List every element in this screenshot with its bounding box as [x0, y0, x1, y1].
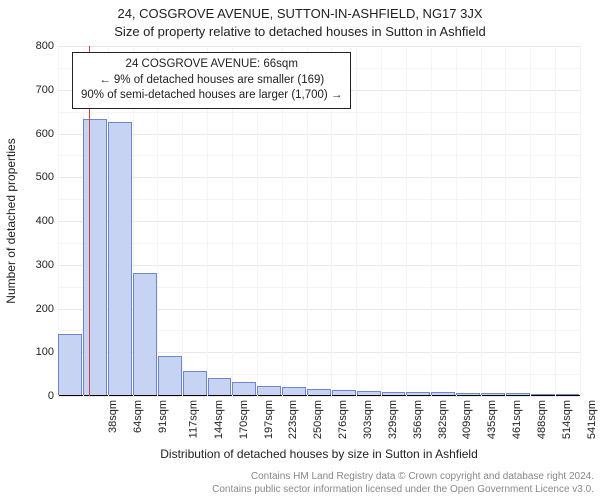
annotation-line-1: 24 COSGROVE AVENUE: 66sqm: [81, 57, 342, 73]
y-tick-label: 100: [14, 346, 54, 358]
annotation-line-3: 90% of semi-detached houses are larger (…: [81, 88, 342, 104]
chart-title-main: 24, COSGROVE AVENUE, SUTTON-IN-ASHFIELD,…: [0, 6, 600, 21]
x-tick-label: 329sqm: [387, 400, 399, 439]
y-tick-label: 800: [14, 40, 54, 52]
annotation-box: 24 COSGROVE AVENUE: 66sqm ← 9% of detach…: [72, 52, 351, 109]
gridline-major-h: [58, 396, 580, 397]
x-tick-label: 144sqm: [213, 400, 225, 439]
x-tick-label: 223sqm: [288, 400, 300, 439]
x-tick-label: 382sqm: [437, 400, 449, 439]
y-tick-label: 600: [14, 128, 54, 140]
y-tick-label: 200: [14, 303, 54, 315]
x-tick-label: 117sqm: [187, 400, 199, 438]
attribution-footer: Contains HM Land Registry data © Crown c…: [0, 471, 594, 496]
chart-title-sub: Size of property relative to detached ho…: [0, 24, 600, 39]
y-tick-label: 700: [14, 84, 54, 96]
footer-line-1: Contains HM Land Registry data © Crown c…: [0, 471, 594, 484]
x-tick-label: 276sqm: [337, 400, 349, 439]
y-tick-label: 300: [14, 259, 54, 271]
x-tick-label: 170sqm: [238, 400, 250, 439]
x-tick-label: 356sqm: [412, 400, 424, 439]
x-tick-label: 91sqm: [157, 400, 169, 433]
x-tick-label: 409sqm: [462, 400, 474, 439]
x-tick-label: 488sqm: [536, 400, 548, 439]
y-tick-label: 500: [14, 171, 54, 183]
x-tick-label: 64sqm: [132, 400, 144, 433]
x-tick-label: 38sqm: [107, 400, 119, 433]
x-tick-label: 250sqm: [312, 400, 324, 439]
gridline-v: [580, 46, 581, 396]
x-tick-label: 435sqm: [486, 400, 498, 439]
x-tick-label: 541sqm: [586, 400, 598, 439]
x-tick-label: 461sqm: [511, 400, 523, 439]
x-tick-label: 197sqm: [263, 400, 275, 439]
x-axis-label: Distribution of detached houses by size …: [58, 447, 580, 461]
x-tick-label: 514sqm: [561, 400, 573, 439]
y-axis-label: Number of detached properties: [4, 138, 18, 303]
property-size-chart: 24, COSGROVE AVENUE, SUTTON-IN-ASHFIELD,…: [0, 0, 600, 500]
y-tick-label: 0: [14, 390, 54, 402]
annotation-line-2: ← 9% of detached houses are smaller (169…: [81, 73, 342, 89]
y-tick-label: 400: [14, 215, 54, 227]
x-tick-label: 303sqm: [362, 400, 374, 439]
footer-line-2: Contains public sector information licen…: [0, 484, 594, 497]
